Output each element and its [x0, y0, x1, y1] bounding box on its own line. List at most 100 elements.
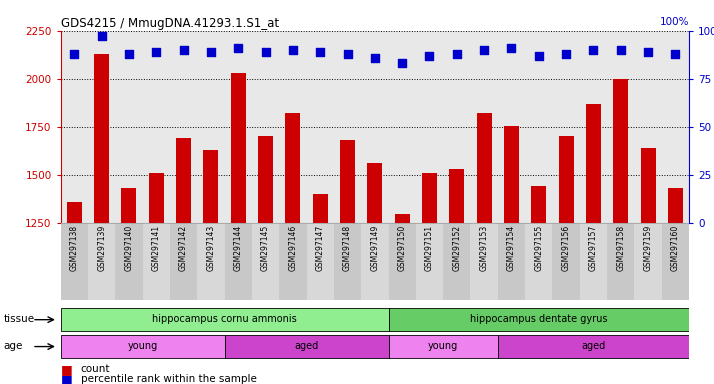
- Text: GSM297160: GSM297160: [671, 225, 680, 271]
- Text: young: young: [128, 341, 158, 351]
- Bar: [553, 223, 580, 300]
- Text: GSM297143: GSM297143: [206, 225, 216, 271]
- Point: [588, 47, 599, 53]
- Text: GSM297153: GSM297153: [480, 225, 488, 271]
- Point: [178, 47, 189, 53]
- Bar: [477, 113, 492, 223]
- Bar: [258, 136, 273, 223]
- Point: [96, 33, 107, 40]
- Bar: [498, 335, 689, 358]
- Point: [151, 49, 162, 55]
- Text: GSM297146: GSM297146: [288, 225, 298, 271]
- Bar: [286, 113, 301, 223]
- Bar: [668, 188, 683, 223]
- Text: GSM297151: GSM297151: [425, 225, 434, 271]
- Text: ■: ■: [61, 363, 72, 376]
- Point: [451, 51, 463, 57]
- Text: GSM297158: GSM297158: [616, 225, 625, 271]
- Text: aged: aged: [581, 341, 605, 351]
- Point: [506, 45, 517, 51]
- Bar: [252, 223, 279, 300]
- Text: GSM297155: GSM297155: [534, 225, 543, 271]
- Bar: [88, 223, 116, 300]
- Bar: [607, 223, 634, 300]
- Bar: [61, 223, 88, 300]
- Bar: [416, 223, 443, 300]
- Bar: [340, 140, 355, 223]
- Point: [670, 51, 681, 57]
- Text: GSM297154: GSM297154: [507, 225, 516, 271]
- Bar: [121, 188, 136, 223]
- Bar: [61, 308, 388, 331]
- Bar: [662, 223, 689, 300]
- Text: GSM297150: GSM297150: [398, 225, 407, 271]
- Bar: [504, 126, 519, 223]
- Bar: [388, 335, 498, 358]
- Bar: [197, 223, 225, 300]
- Point: [643, 49, 654, 55]
- Point: [615, 47, 626, 53]
- Bar: [176, 138, 191, 223]
- Text: ■: ■: [61, 373, 72, 384]
- Bar: [361, 223, 388, 300]
- Text: aged: aged: [294, 341, 318, 351]
- Bar: [388, 223, 416, 300]
- Bar: [143, 223, 170, 300]
- Bar: [531, 186, 546, 223]
- Bar: [61, 335, 225, 358]
- Text: 100%: 100%: [660, 17, 689, 27]
- Text: young: young: [428, 341, 458, 351]
- Point: [233, 45, 244, 51]
- Text: GSM297141: GSM297141: [152, 225, 161, 271]
- Bar: [640, 148, 655, 223]
- Text: GSM297159: GSM297159: [643, 225, 653, 271]
- Point: [260, 49, 271, 55]
- Text: GSM297148: GSM297148: [343, 225, 352, 271]
- Text: GSM297144: GSM297144: [233, 225, 243, 271]
- Bar: [67, 202, 82, 223]
- Bar: [225, 223, 252, 300]
- Bar: [116, 223, 143, 300]
- Bar: [306, 223, 334, 300]
- Bar: [225, 335, 388, 358]
- Bar: [279, 223, 306, 300]
- Bar: [471, 223, 498, 300]
- Text: GSM297156: GSM297156: [562, 225, 570, 271]
- Text: GSM297138: GSM297138: [70, 225, 79, 271]
- Point: [314, 49, 326, 55]
- Bar: [170, 223, 197, 300]
- Point: [69, 51, 80, 57]
- Text: GSM297139: GSM297139: [97, 225, 106, 271]
- Text: GSM297140: GSM297140: [124, 225, 134, 271]
- Point: [287, 47, 298, 53]
- Bar: [388, 308, 689, 331]
- Bar: [313, 194, 328, 223]
- Text: percentile rank within the sample: percentile rank within the sample: [81, 374, 256, 384]
- Bar: [94, 54, 109, 223]
- Bar: [149, 173, 164, 223]
- Bar: [613, 79, 628, 223]
- Bar: [203, 150, 218, 223]
- Bar: [367, 163, 383, 223]
- Point: [533, 53, 545, 59]
- Text: hippocampus cornu ammonis: hippocampus cornu ammonis: [152, 314, 297, 324]
- Bar: [231, 73, 246, 223]
- Text: GSM297157: GSM297157: [589, 225, 598, 271]
- Bar: [443, 223, 471, 300]
- Text: GSM297145: GSM297145: [261, 225, 270, 271]
- Text: tissue: tissue: [4, 314, 35, 324]
- Point: [124, 51, 135, 57]
- Bar: [334, 223, 361, 300]
- Point: [560, 51, 572, 57]
- Point: [396, 60, 408, 66]
- Text: GDS4215 / MmugDNA.41293.1.S1_at: GDS4215 / MmugDNA.41293.1.S1_at: [61, 17, 278, 30]
- Bar: [586, 104, 601, 223]
- Text: GSM297152: GSM297152: [452, 225, 461, 271]
- Text: GSM297142: GSM297142: [179, 225, 188, 271]
- Text: GSM297147: GSM297147: [316, 225, 325, 271]
- Bar: [634, 223, 662, 300]
- Bar: [498, 223, 525, 300]
- Point: [369, 55, 381, 61]
- Point: [342, 51, 353, 57]
- Text: count: count: [81, 364, 110, 374]
